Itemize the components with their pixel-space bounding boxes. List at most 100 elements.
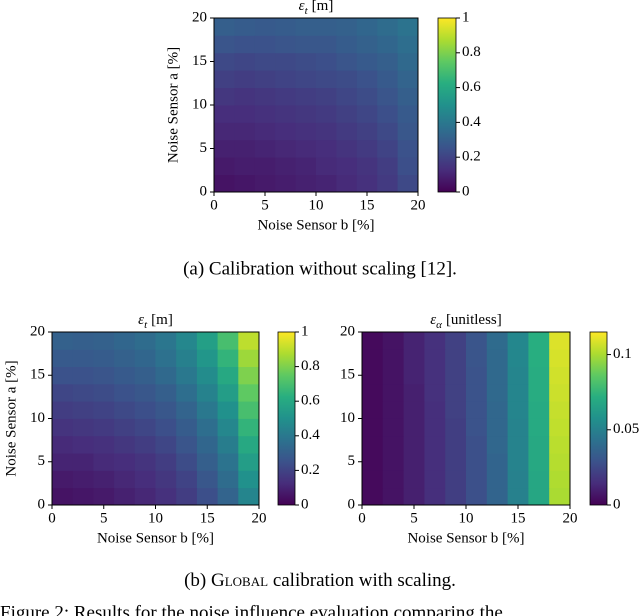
heatmap-cell [316, 70, 337, 88]
heatmap-cell [254, 18, 276, 36]
heatmap-cell [114, 470, 136, 489]
x-axis-label: Noise Sensor b [%] [97, 530, 214, 546]
heatmap-cell [114, 349, 136, 367]
heatmap-cell [196, 487, 218, 506]
heatmap-cell [254, 70, 276, 88]
heatmap-cell [356, 122, 378, 141]
heatmap-cell [295, 139, 317, 158]
heatmap-cell [155, 435, 177, 454]
heatmap-cell [486, 401, 508, 419]
heatmap-cell [466, 470, 488, 489]
heatmap-cell [176, 418, 198, 437]
heatmap-cell [52, 435, 74, 454]
heatmap-cell [72, 366, 94, 385]
heatmap-cell [486, 383, 508, 402]
heatmap-cell [155, 349, 177, 367]
heatmap-cell [214, 174, 235, 193]
figure-caption: Figure 2: Results for the noise influenc… [0, 602, 503, 616]
heatmap-cell [507, 470, 529, 489]
heatmap-cell [93, 418, 115, 437]
heatmap-cell [134, 383, 156, 402]
heatmap-cell [336, 157, 358, 175]
heatmap-cell [93, 383, 115, 402]
x-tick-label: 0 [358, 510, 366, 526]
x-tick-label: 10 [459, 510, 474, 526]
heatmap-cell [52, 366, 74, 385]
heatmap-cell [214, 105, 235, 123]
heatmap-cell [217, 349, 239, 367]
heatmap-cell [549, 470, 571, 489]
heatmap-cell [507, 401, 529, 419]
colorbar-tick-label: 0.1 [613, 346, 632, 362]
heatmap-cell [403, 453, 425, 471]
heatmap-cell [528, 470, 550, 489]
heatmap-cell [238, 366, 260, 385]
heatmap-cell [486, 418, 508, 437]
colorbar-tick-label: 0.6 [462, 79, 481, 95]
colorbar-tick-label: 0 [301, 496, 309, 512]
heatmap-cell [356, 18, 378, 36]
heatmap-cell [52, 383, 74, 402]
heatmap-cell [114, 418, 136, 437]
heatmap-cell [217, 453, 239, 471]
heatmap-cell [234, 87, 256, 106]
heatmap-cell [362, 418, 384, 437]
heatmap-cell [72, 487, 94, 506]
heatmap-cell [466, 418, 488, 437]
heatmap-cell [397, 157, 419, 175]
colorbar-tick-label: 0 [462, 183, 470, 199]
heatmap-cell [397, 52, 419, 71]
colorbar [277, 331, 296, 506]
colorbar [437, 17, 457, 193]
heatmap-cell [196, 383, 218, 402]
heatmap-cell [507, 332, 529, 350]
x-tick-label: 0 [210, 197, 218, 213]
heatmap-cell [196, 332, 218, 350]
heatmap-cell [528, 366, 550, 385]
heatmap-cell [196, 418, 218, 437]
heatmap-cell [336, 70, 358, 88]
heatmap-cell [114, 401, 136, 419]
colorbar-tick-label: 0.2 [301, 462, 320, 478]
heatmap-cell [254, 174, 276, 193]
heatmap-cell [382, 366, 404, 385]
y-tick-label: 5 [38, 453, 46, 469]
x-axis-label: Noise Sensor b [%] [257, 217, 374, 233]
heatmap-cell [336, 52, 358, 71]
heatmap-cell [403, 401, 425, 419]
heatmap-cell [362, 332, 384, 350]
heatmap-cell [336, 105, 358, 123]
x-tick-label: 0 [48, 510, 56, 526]
heatmap-cell [114, 435, 136, 454]
heatmap-cell [234, 122, 256, 141]
heatmap-cell [295, 157, 317, 175]
heatmap-cell [275, 35, 296, 54]
heatmap-cell [424, 349, 446, 367]
title-unit: [m] [151, 312, 173, 328]
heatmap-cell [445, 401, 467, 419]
y-axis-label: Noise Sensor a [%] [3, 360, 19, 476]
heatmap-cell [362, 401, 384, 419]
heatmap-cell [295, 87, 317, 106]
heatmap-cell [403, 487, 425, 506]
colorbar-tick-label: 1 [301, 323, 309, 339]
colorbar [589, 331, 608, 506]
heatmap-cell [214, 70, 235, 88]
caption-b-prefix: (b) [184, 570, 211, 591]
y-tick-label: 0 [348, 496, 356, 512]
heatmap-cell [356, 105, 378, 123]
heatmap-cell [275, 157, 296, 175]
heatmap-cell [155, 470, 177, 489]
heatmap-cell [549, 383, 571, 402]
heatmap-cell [528, 401, 550, 419]
heatmap-cell [176, 349, 198, 367]
heatmap-cell [214, 122, 235, 141]
heatmap-cell [254, 87, 276, 106]
heatmap-cell [362, 453, 384, 471]
heatmap-cell [72, 383, 94, 402]
heatmap-cell [238, 349, 260, 367]
heatmap-cell [549, 453, 571, 471]
heatmap-cell [528, 453, 550, 471]
heatmap-cell [377, 35, 398, 54]
heatmap-cell [362, 349, 384, 367]
